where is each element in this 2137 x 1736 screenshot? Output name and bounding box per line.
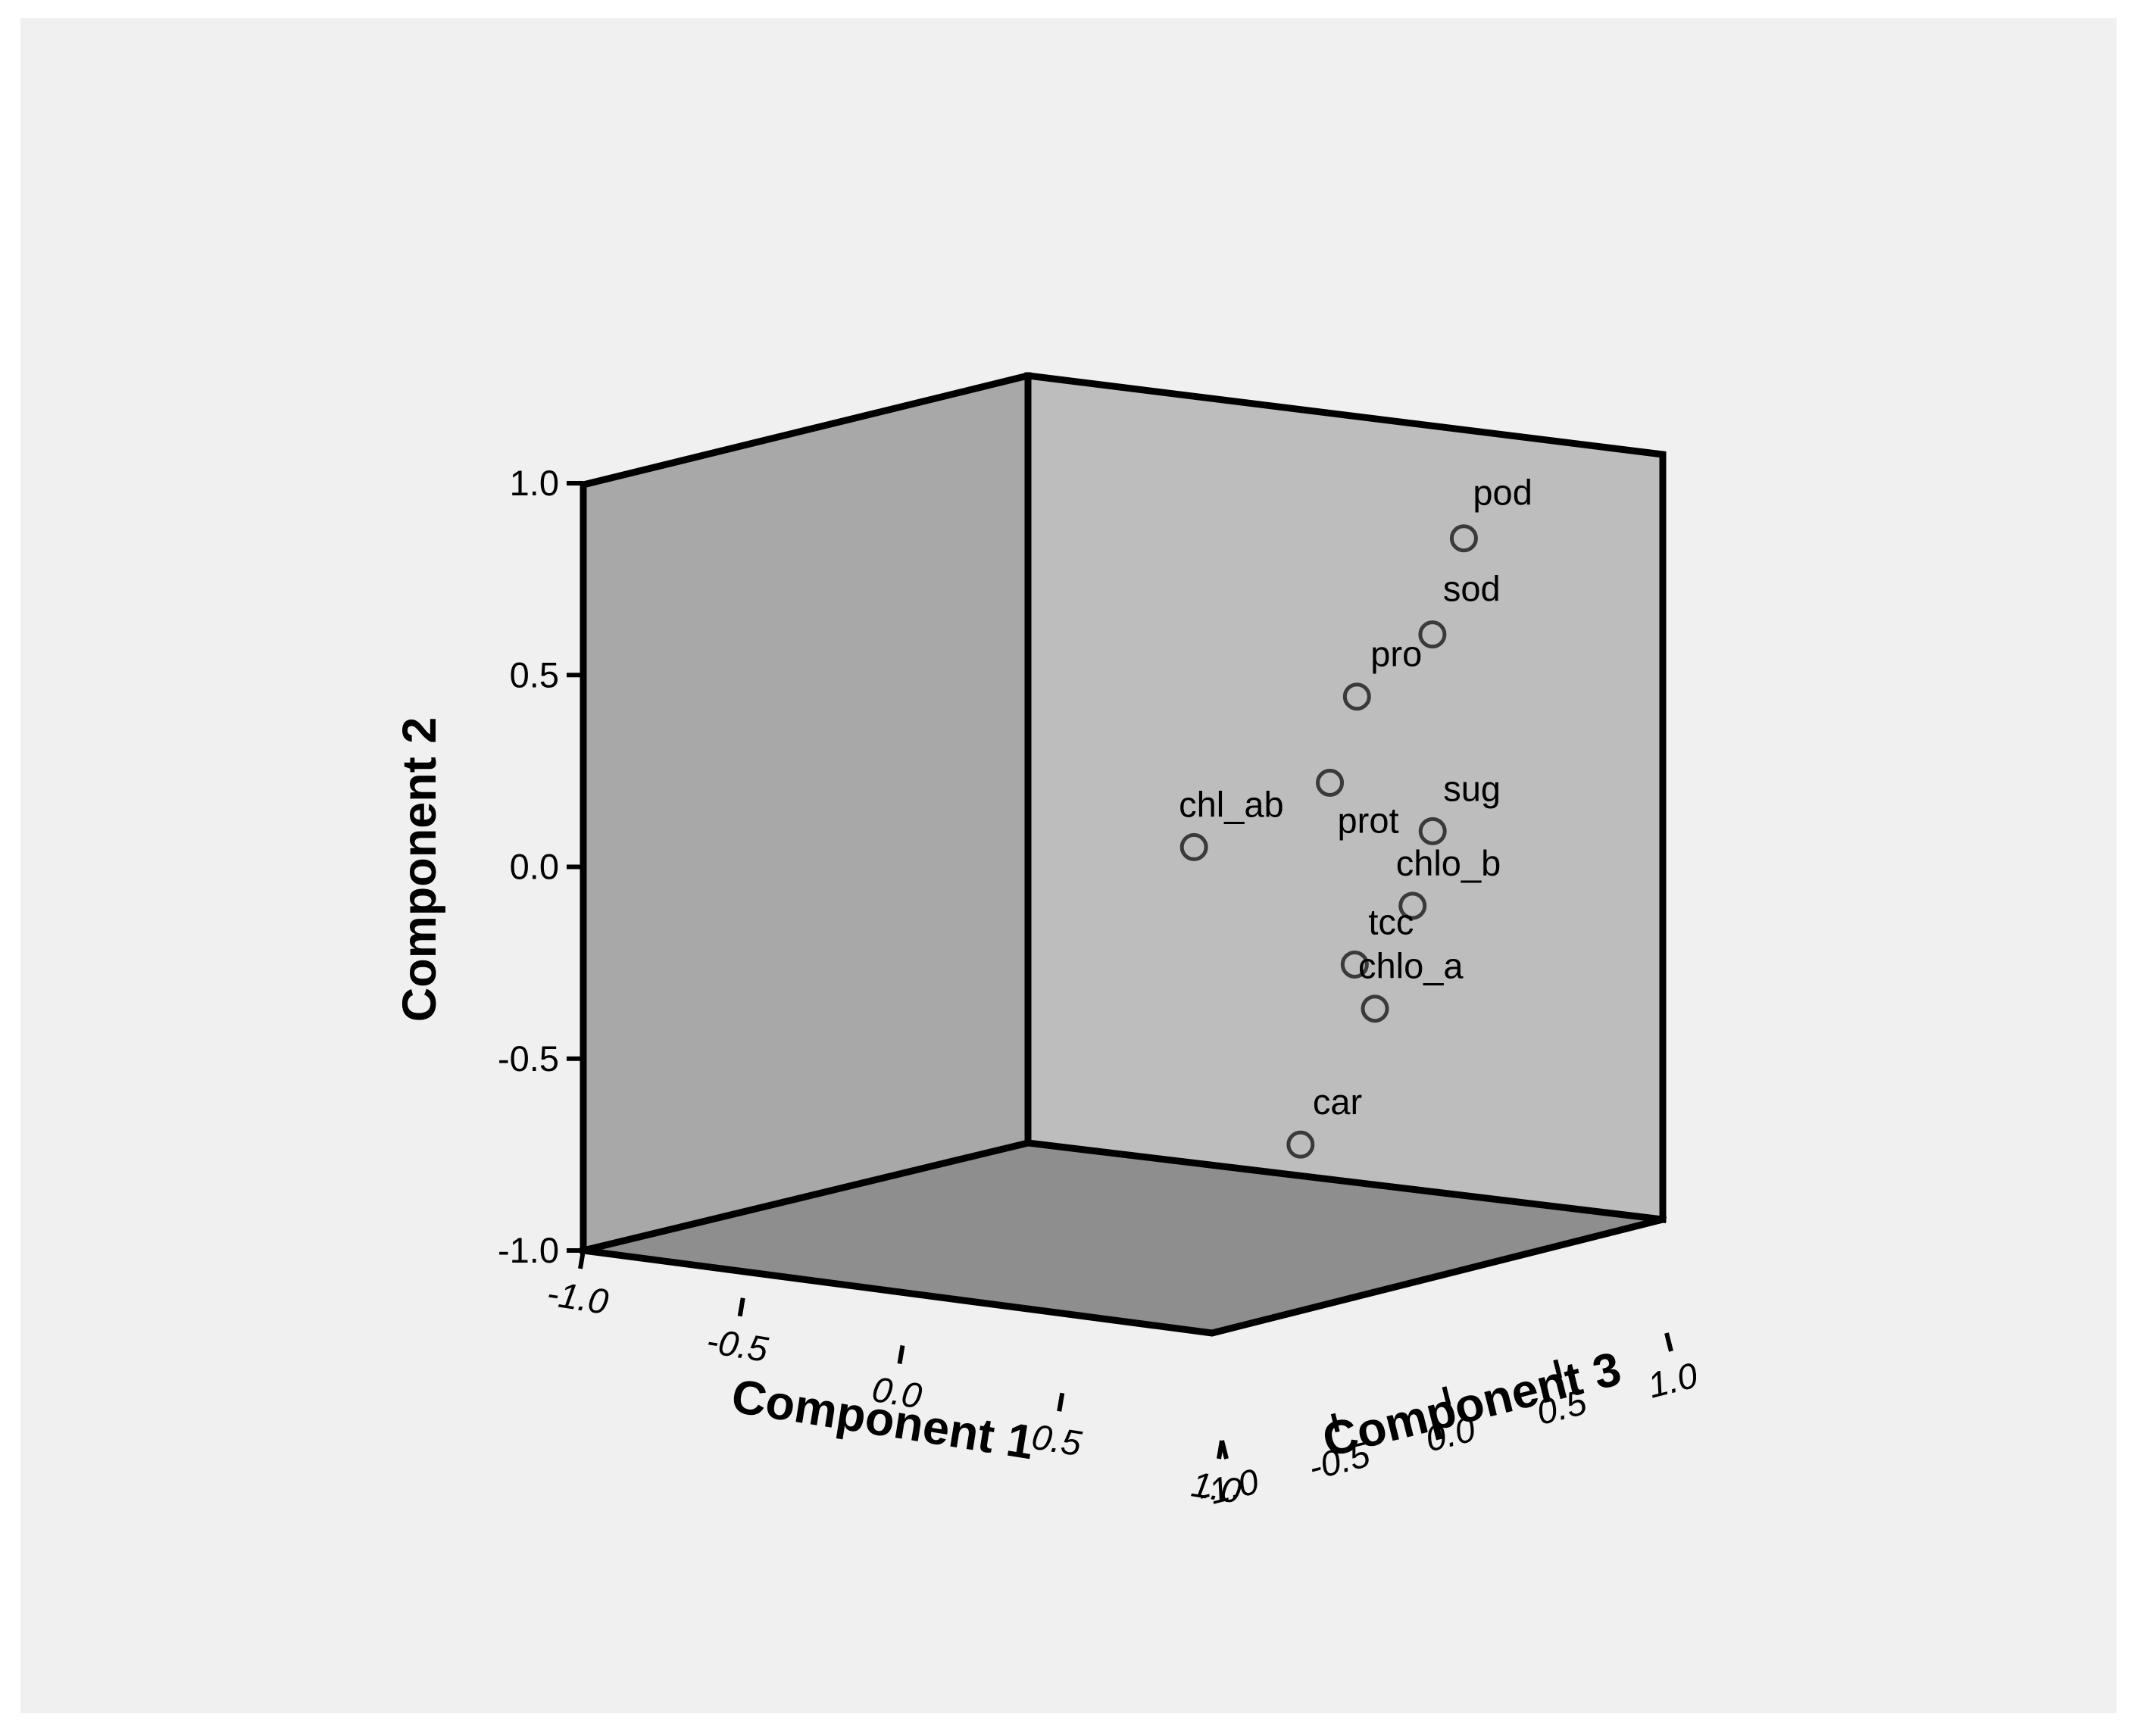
point-marker	[1316, 768, 1345, 797]
y-tick-label: -1.0	[498, 1230, 559, 1270]
x-tick-label: 0.5	[1029, 1416, 1085, 1464]
point-marker	[1340, 950, 1369, 979]
x-tick-label: 1.0	[1189, 1463, 1244, 1511]
x-tick-mark	[578, 1250, 586, 1269]
y-tick-label: 0.5	[510, 654, 559, 695]
data-point: pod	[1449, 473, 1532, 553]
point-label: prot	[1338, 800, 1399, 840]
z-tick-mark	[1220, 1440, 1229, 1460]
z-tick-mark	[1442, 1386, 1451, 1406]
y-axis: -1.0 -0.5 0.0 0.5 1.0	[498, 463, 583, 1270]
floor-right-back-edge	[1023, 1138, 1667, 1224]
point-marker	[1361, 994, 1389, 1023]
point-label: tcc	[1368, 901, 1414, 941]
data-point: tcc	[1340, 901, 1414, 979]
point-marker	[1418, 816, 1447, 845]
point-label: pod	[1473, 473, 1532, 513]
x-tick-label: -0.5	[704, 1320, 771, 1369]
point-label: pro	[1370, 634, 1422, 674]
x-tick-label: -1.0	[544, 1272, 611, 1322]
data-point: sod	[1418, 569, 1501, 649]
point-label: sug	[1443, 768, 1501, 808]
x-tick-mark	[897, 1345, 905, 1364]
y-tick-label: 0.0	[510, 847, 559, 887]
data-point: car	[1286, 1082, 1362, 1159]
point-marker	[1342, 682, 1371, 711]
data-point: pro	[1342, 634, 1422, 711]
point-marker	[1449, 524, 1478, 553]
y-tick-label: -0.5	[498, 1038, 559, 1079]
data-point: chlo_a	[1358, 946, 1464, 1023]
floor-left-back-edge	[579, 1138, 1033, 1255]
x-tick-mark	[737, 1297, 745, 1317]
point-marker	[1179, 832, 1208, 861]
point-label: car	[1313, 1082, 1362, 1122]
z-tick-mark	[1330, 1413, 1340, 1433]
point-marker	[1398, 891, 1427, 920]
point-label: chlo_a	[1358, 946, 1464, 986]
x-axis: -1.0 -0.5 0.0 0.5 1.0	[544, 1250, 1244, 1511]
x-tick-mark	[1057, 1392, 1065, 1412]
left-wall	[583, 376, 1028, 1250]
y-tick-label: 1.0	[510, 463, 559, 503]
back-wall	[1028, 376, 1663, 1219]
point-label: chlo_b	[1396, 843, 1501, 883]
data-point: chl_ab	[1179, 784, 1284, 861]
z-tick-mark	[1553, 1359, 1563, 1379]
point-label: chl_ab	[1179, 784, 1284, 824]
y-axis-title: Component 2	[393, 717, 446, 1023]
point-marker	[1286, 1130, 1315, 1159]
z-tick-mark	[1664, 1332, 1673, 1352]
data-point: prot	[1316, 768, 1399, 840]
x-tick-label: 0.0	[870, 1369, 925, 1416]
point-label: sod	[1443, 569, 1501, 609]
data-point: sug	[1418, 768, 1501, 845]
point-marker	[1418, 620, 1447, 649]
data-point: chlo_b	[1396, 843, 1501, 920]
